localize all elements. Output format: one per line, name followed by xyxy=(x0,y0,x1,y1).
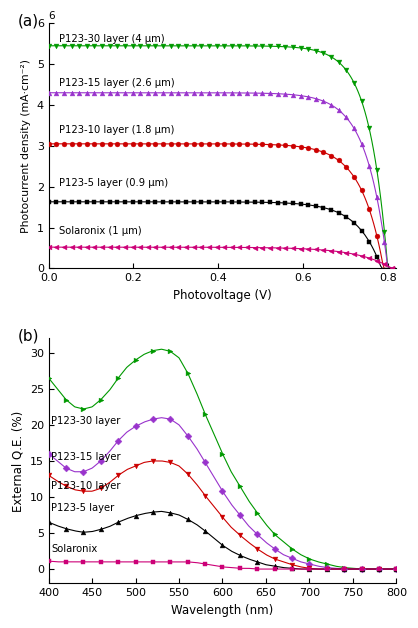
Text: Solaronix: Solaronix xyxy=(51,544,97,554)
Text: (a): (a) xyxy=(18,14,38,28)
X-axis label: Photovoltage (V): Photovoltage (V) xyxy=(173,289,272,302)
Text: P123-30 layer: P123-30 layer xyxy=(51,416,121,426)
Text: P123-10 layer (1.8 μm): P123-10 layer (1.8 μm) xyxy=(59,124,175,134)
Text: P123-5 layer (0.9 μm): P123-5 layer (0.9 μm) xyxy=(59,178,168,188)
Text: P123-15 layer: P123-15 layer xyxy=(51,452,121,462)
Text: 6: 6 xyxy=(48,11,55,21)
Text: (b): (b) xyxy=(18,328,39,344)
Text: P123-10 layer: P123-10 layer xyxy=(51,481,121,491)
Text: Solaronix (1 μm): Solaronix (1 μm) xyxy=(59,226,142,236)
Text: P123-30 layer (4 μm): P123-30 layer (4 μm) xyxy=(59,34,165,44)
Y-axis label: External Q.E. (%): External Q.E. (%) xyxy=(11,410,24,512)
X-axis label: Wavelength (nm): Wavelength (nm) xyxy=(171,604,274,617)
Y-axis label: Photocurrent density (mA·cm⁻²): Photocurrent density (mA·cm⁻²) xyxy=(21,59,31,233)
Text: P123-15 layer (2.6 μm): P123-15 layer (2.6 μm) xyxy=(59,77,175,87)
Text: P123-5 layer: P123-5 layer xyxy=(51,503,115,513)
